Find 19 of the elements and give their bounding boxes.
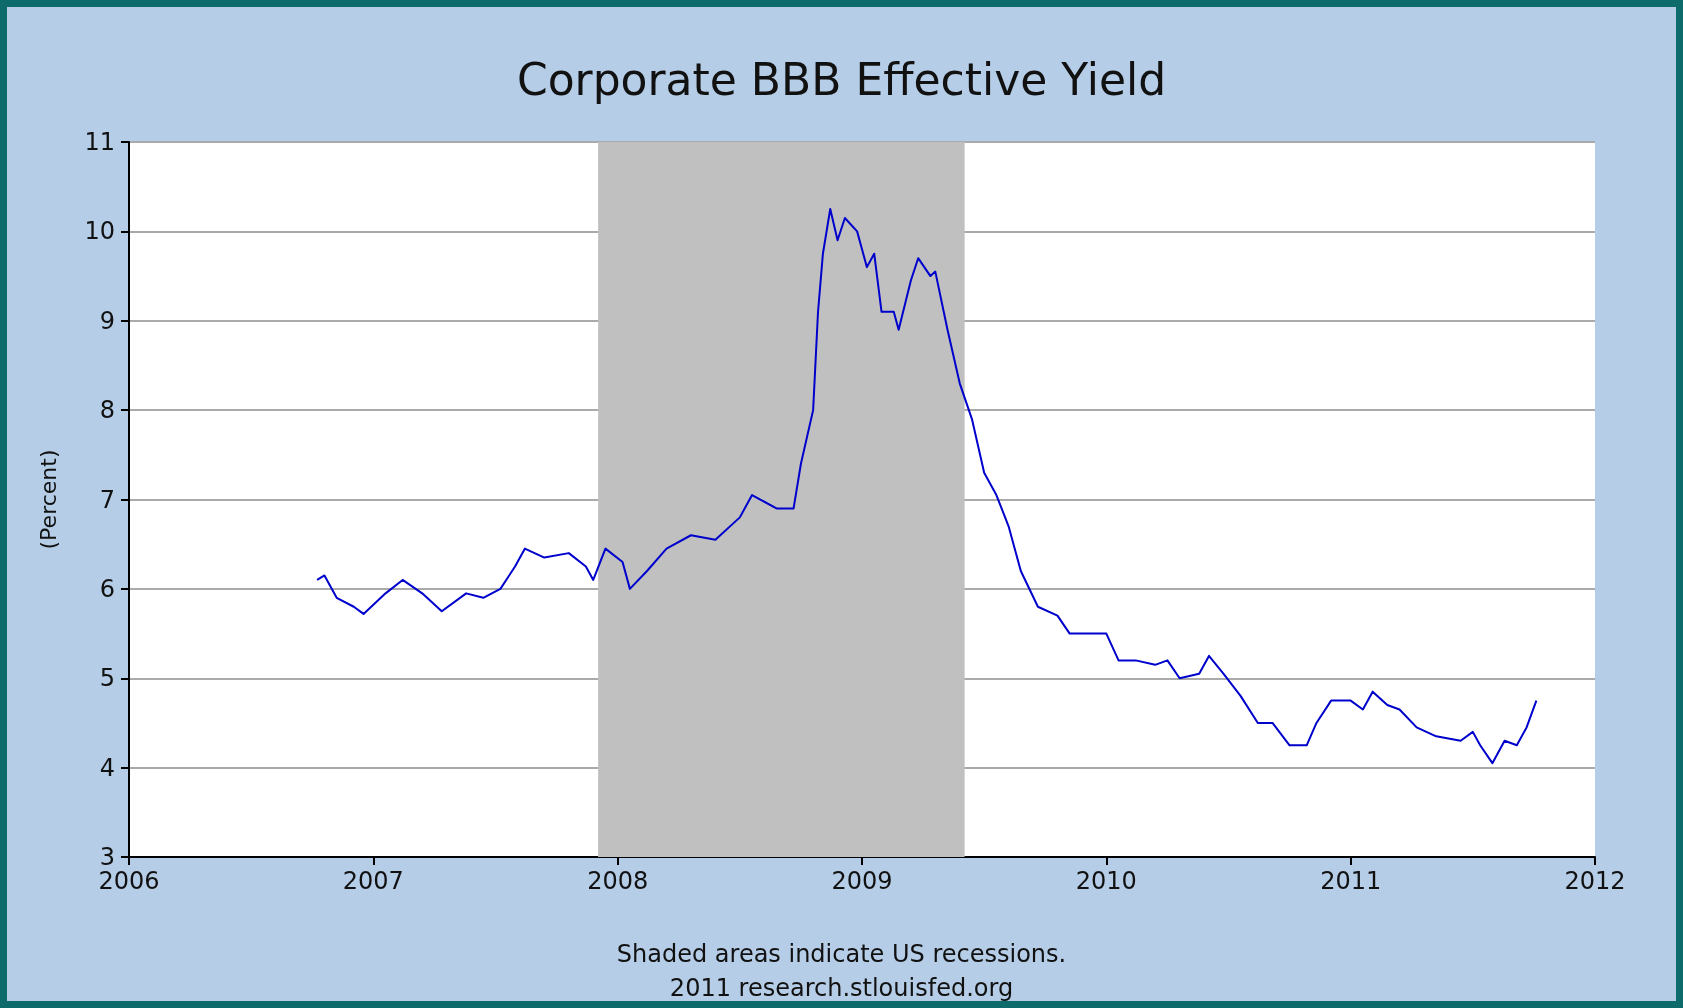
y-tick-label: 5: [99, 664, 115, 693]
y-tick-label: 8: [99, 396, 115, 425]
x-tick-label: 2012: [1564, 867, 1626, 895]
y-axis-title: (Percent): [35, 449, 61, 550]
y-tick-label: 11: [84, 128, 115, 156]
y-tick-label: 9: [99, 306, 115, 335]
x-tick-label: 2010: [1075, 867, 1137, 895]
y-tick-label: 4: [99, 753, 115, 782]
y-tick-label: 7: [99, 485, 115, 514]
y-tick-label: 10: [84, 217, 115, 246]
y-tick-label: 6: [99, 574, 115, 603]
text: Shaded areas indicate US recessions.: [616, 940, 1067, 968]
x-tick-label: 2008: [587, 867, 649, 895]
text: 2011 research.stlouisfed.org: [669, 974, 1014, 1002]
x-tick-label: 2011: [1320, 867, 1382, 895]
x-tick-label: 2009: [831, 867, 893, 895]
x-tick-label: 2007: [342, 867, 404, 895]
line-series: [316, 208, 1538, 765]
chart-title: Corporate BBB Effective Yield: [516, 53, 1167, 105]
